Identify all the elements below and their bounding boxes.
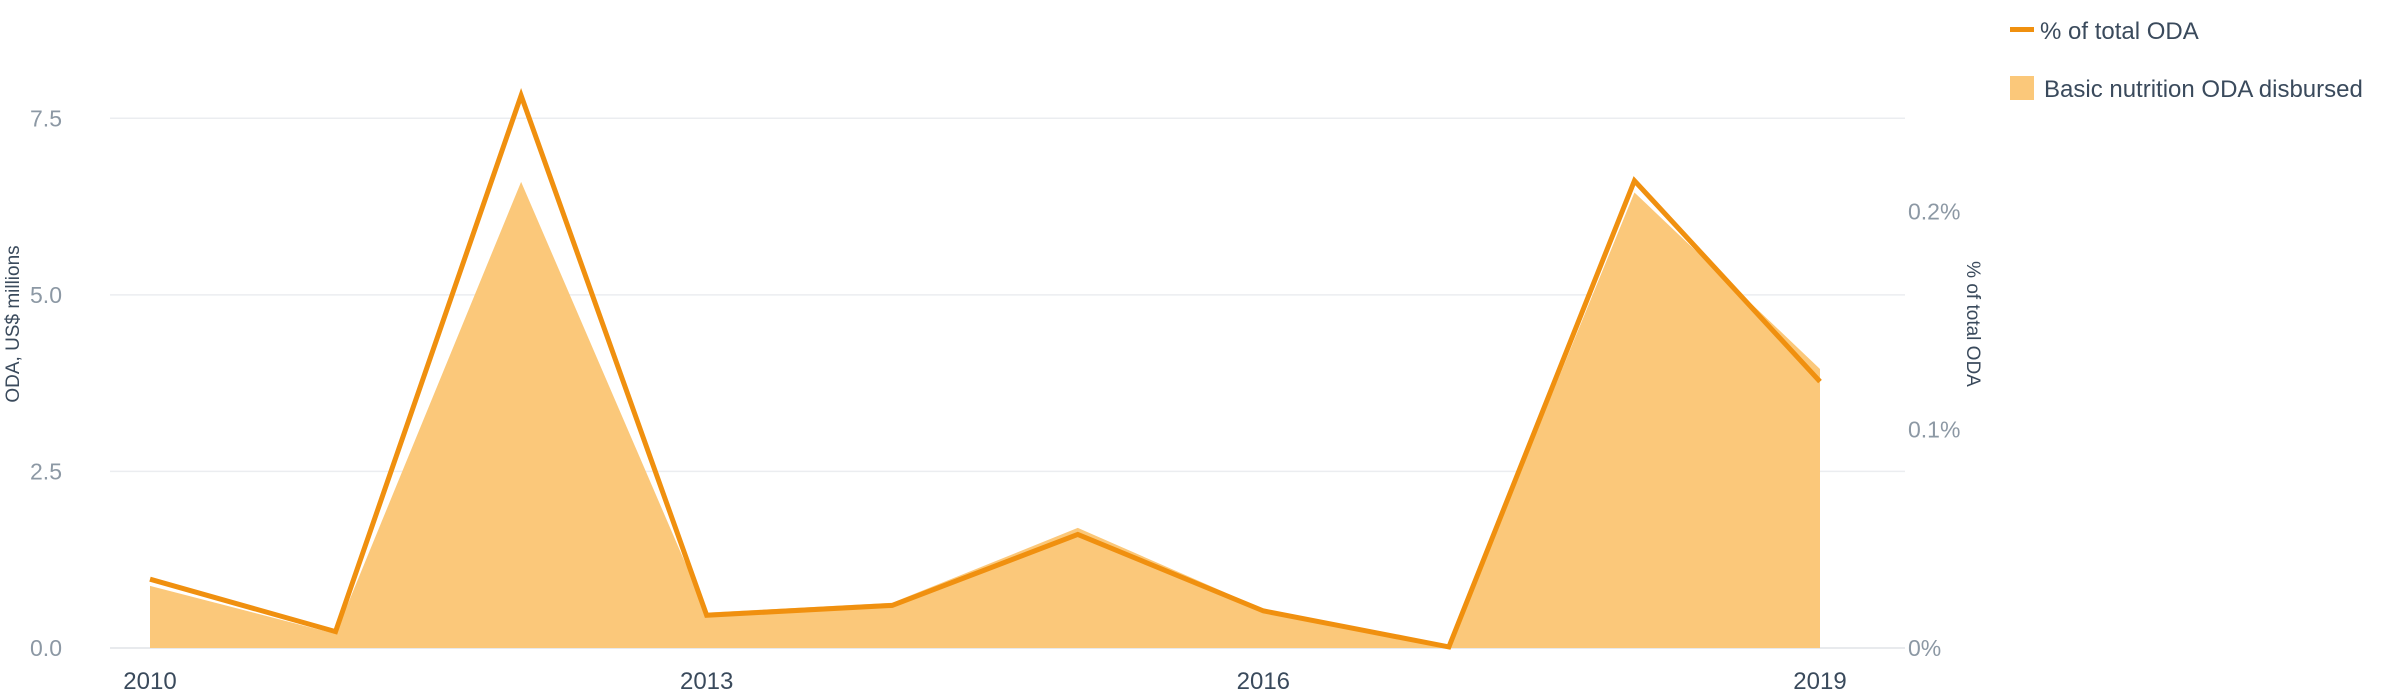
legend: % of total ODA Basic nutrition ODA disbur… — [2010, 18, 2363, 103]
right-axis-title: % of total ODA — [1962, 261, 1983, 387]
x-axis-tick-label: 2010 — [123, 668, 176, 695]
axis-layer: 0.0 2.5 5.0 7.5 0% 0.1% 0.2% 2010 2013 2016 2019 OD… — [3, 105, 1983, 695]
x-axis-tick-label: 2013 — [680, 668, 733, 695]
legend-label-basic-nutrition-oda[interactable]: Basic nutrition ODA disbursed — [2044, 76, 2363, 103]
left-axis-title: ODA, US$ millions — [3, 245, 24, 402]
x-axis-tick-label: 2016 — [1237, 668, 1290, 695]
x-axis-tick-label: 2019 — [1793, 668, 1846, 695]
area-series-basic-nutrition-oda — [150, 181, 1820, 648]
legend-area-swatch[interactable] — [2010, 76, 2034, 100]
left-axis-tick-label: 2.5 — [30, 458, 62, 484]
legend-line-swatch[interactable] — [2010, 27, 2034, 32]
area-layer — [150, 181, 1820, 648]
right-axis-tick-label: 0.1% — [1908, 417, 1960, 443]
left-axis-tick-label: 7.5 — [30, 105, 62, 131]
left-axis-tick-label: 0.0 — [30, 635, 62, 661]
legend-label-percent-total-oda[interactable]: % of total ODA — [2040, 18, 2199, 45]
line-layer — [149, 87, 1822, 650]
right-axis-tick-label: 0.2% — [1908, 198, 1960, 224]
left-axis-tick-label: 5.0 — [30, 282, 62, 308]
right-axis-tick-label: 0% — [1908, 635, 1941, 661]
line-series-percent-total-oda — [149, 87, 1822, 650]
